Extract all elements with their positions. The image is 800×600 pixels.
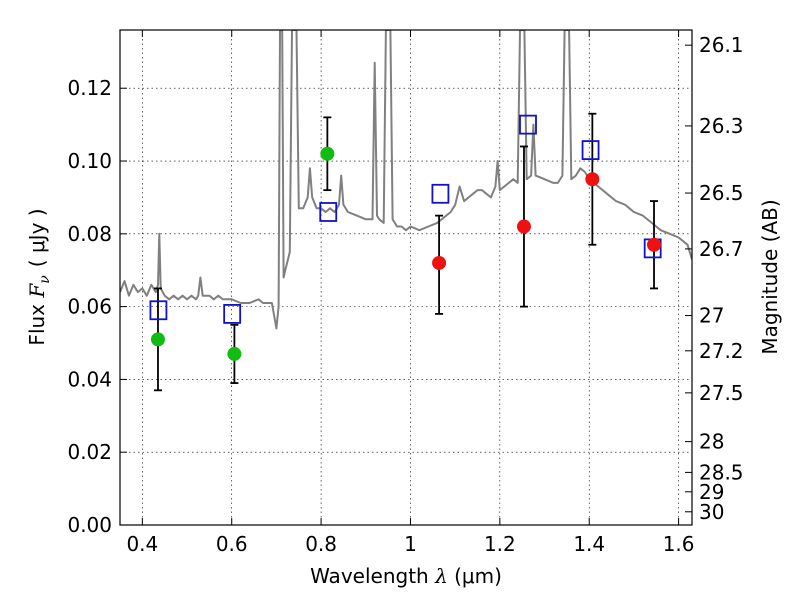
mag-tick-label: 26.7 [699,237,744,261]
mag-tick-label: 26.3 [699,114,744,138]
x-tick-label: 1 [404,532,417,556]
model-square-marker [319,202,338,222]
template-spectrum-line [120,30,692,330]
red-data-point [432,255,447,270]
right-axis-label: Magnitude (AB) [758,199,782,354]
x-tick-label: 1.6 [663,532,695,556]
x-tick-label: 0.4 [126,532,158,556]
model-square-marker [149,300,168,321]
mag-tick-label: 29 [699,480,724,504]
mag-tick-label: 28.5 [699,460,744,484]
y-tick-label: 0.04 [67,367,112,391]
green-data-point [150,332,165,347]
plot-frame [119,29,693,526]
y-tick-label: 0.10 [67,149,112,173]
y-tick-label: 0.12 [67,76,112,100]
y-tick-label: 0.02 [67,440,112,464]
mag-tick-label: 27 [699,304,724,328]
green-data-point [227,346,242,361]
mag-tick-label: 28 [699,430,724,454]
mag-tick-label: 30 [699,500,724,524]
grid [120,30,692,525]
mag-tick-label: 26.1 [699,33,744,57]
y-axis-label: Flux Fν( μJy ) [25,208,53,345]
x-axis-label: Wavelength λ (μm) [310,564,502,588]
model-square-marker [431,183,450,204]
red-data-point [516,219,531,234]
mag-tick-label: 26.5 [699,181,744,205]
green-data-point [320,146,335,161]
model-square-marker [519,114,537,135]
mag-tick-label: 27.2 [699,339,744,363]
red-data-point [647,237,662,252]
y-tick-label: 0.08 [67,222,112,246]
x-tick-label: 0.8 [305,532,337,556]
red-data-point [585,172,600,187]
y-tick-label: 0.06 [67,295,112,319]
x-tick-label: 1.2 [484,532,516,556]
ticks: 0.4 0.6 0.8 1 1.2 1.4 1.6 0.00 0.02 0.04 0.06 0.08 0… [67,30,744,556]
y-tick-label: 0.00 [67,513,112,537]
model-square-marker [223,303,242,324]
x-tick-label: 1.4 [573,532,605,556]
x-tick-label: 0.6 [216,532,248,556]
mag-tick-label: 27.5 [699,381,744,405]
model-square-marker [581,140,600,161]
plot-area [120,30,692,392]
